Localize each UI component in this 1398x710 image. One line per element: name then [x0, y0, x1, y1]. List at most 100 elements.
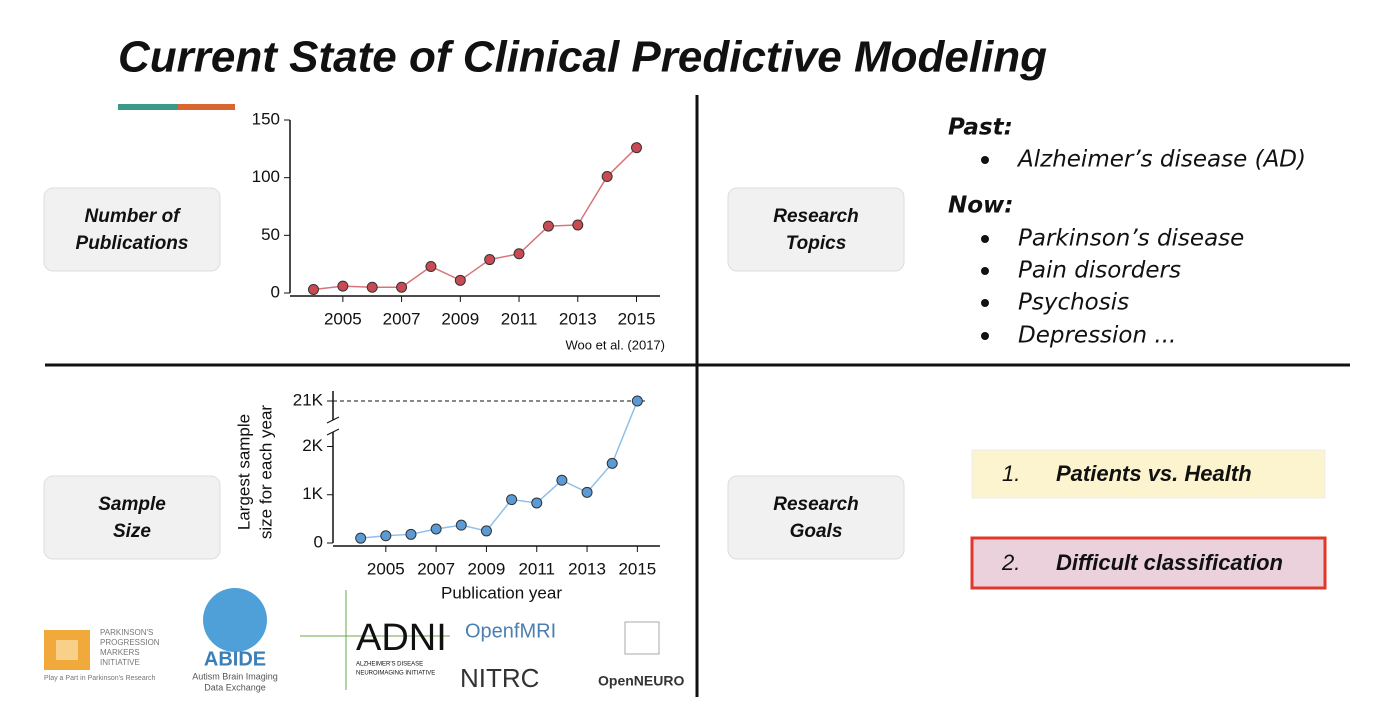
line: [313, 147, 638, 291]
point: [556, 474, 568, 486]
goal-text: Difficult classification: [1056, 550, 1283, 575]
slide-title: Current State of Clinical Predictive Mod…: [118, 33, 1047, 82]
x-tick-label: 2009: [468, 559, 506, 578]
button: Research Topics: [727, 187, 905, 272]
goal-box: [971, 449, 1326, 499]
x-tick-label: 2007: [417, 559, 455, 578]
y-tick-label: 0: [271, 282, 280, 301]
accent-bar: [118, 104, 178, 110]
x-tick-label: 2015: [618, 309, 656, 328]
button-label: Publications: [76, 233, 189, 254]
point: [631, 142, 643, 154]
axis-break: [326, 428, 340, 436]
point: [506, 494, 518, 506]
bullet: [981, 299, 989, 307]
button-label: Number of: [85, 206, 182, 227]
topic-item: Pain disorders: [1018, 258, 1181, 284]
goal-number: 1.: [1002, 461, 1020, 486]
topic-item: Alzheimer’s disease (AD): [1016, 147, 1306, 173]
axis-break: [326, 416, 340, 424]
logo-text: Play a Part in Parkinson's Research: [44, 675, 156, 682]
x-tick-label: 2005: [324, 309, 362, 328]
point: [380, 530, 392, 542]
logo-text: PROGRESSION: [100, 638, 160, 647]
point: [484, 254, 496, 266]
logo-text: NITRC: [460, 663, 539, 693]
point: [572, 219, 584, 231]
bullet: [981, 156, 989, 164]
point: [355, 532, 367, 544]
point: [480, 525, 492, 537]
button-label: Sample: [98, 494, 166, 515]
logo-text: NEUROIMAGING INITIATIVE: [356, 671, 435, 677]
point: [425, 260, 437, 272]
logo-text: Data Exchange: [204, 682, 266, 692]
topic-heading: Past:: [948, 115, 1013, 141]
x-tick-label: 2013: [559, 309, 597, 328]
x-axis-label: Publication year: [441, 583, 562, 602]
y-tick-label: 0: [314, 532, 323, 551]
button-label: Research: [773, 206, 859, 227]
point: [531, 497, 543, 509]
point: [455, 519, 467, 531]
logo-icon: [624, 621, 660, 655]
y-tick-label: 50: [261, 225, 280, 244]
point: [542, 220, 554, 232]
point: [601, 171, 613, 183]
x-tick-label: 2013: [568, 559, 606, 578]
point: [513, 248, 525, 260]
y-tick-label: 1K: [302, 484, 323, 503]
topic-heading: Now:: [948, 193, 1014, 219]
topic-item: Parkinson’s disease: [1018, 226, 1244, 252]
point: [337, 280, 349, 292]
logo-text: MARKERS: [100, 648, 140, 657]
logo-text: OpenfMRI: [465, 620, 556, 642]
logo-icon: [203, 588, 267, 652]
y-tick-label: 2K: [302, 436, 323, 455]
point: [307, 284, 319, 296]
line: [360, 400, 639, 539]
point: [430, 523, 442, 535]
topic-item: Psychosis: [1018, 290, 1129, 316]
accent-bar: [178, 104, 235, 110]
logo-text: ABIDE: [204, 648, 266, 670]
logo-text: INITIATIVE: [100, 658, 140, 667]
x-tick-label: 2005: [367, 559, 405, 578]
button: Research Goals: [727, 475, 905, 560]
y-axis-label: size for each year: [256, 405, 275, 540]
button: Sample Size: [43, 475, 221, 560]
bullet: [981, 267, 989, 275]
y-axis-label: Largest sample: [234, 414, 253, 530]
point: [366, 281, 378, 293]
y-tick-label: 100: [252, 167, 280, 186]
point: [405, 528, 417, 540]
point: [581, 486, 593, 498]
logo-text: ADNI: [356, 617, 447, 659]
point: [631, 395, 643, 407]
button-label: Research: [773, 494, 859, 515]
button: Number of Publications: [43, 187, 221, 272]
y-tick-label: 150: [252, 109, 280, 128]
logo-text: ALZHEIMER'S DISEASE: [356, 662, 423, 668]
x-tick-label: 2007: [383, 309, 421, 328]
point: [454, 274, 466, 286]
bullet: [981, 235, 989, 243]
x-tick-label: 2015: [618, 559, 656, 578]
goal-text: Patients vs. Health: [1056, 461, 1252, 486]
button-label: Topics: [786, 233, 847, 254]
source: Woo et al. (2017): [566, 337, 665, 352]
x-tick-label: 2011: [501, 309, 538, 328]
goal-number: 2.: [1001, 550, 1020, 575]
point: [606, 457, 618, 469]
topic-item: Depression ...: [1018, 323, 1176, 349]
x-tick-label: 2009: [441, 309, 479, 328]
logos: PARKINSON'S PROGRESSION MARKERS INITIATI…: [44, 588, 684, 693]
logo-icon: [56, 640, 78, 660]
point: [396, 281, 408, 293]
logo-text: PARKINSON'S: [100, 628, 153, 637]
button-label: Goals: [790, 521, 843, 542]
logo-text: Autism Brain Imaging: [192, 671, 278, 681]
button-label: Size: [113, 521, 151, 542]
y-tick-label: 21K: [293, 390, 324, 409]
